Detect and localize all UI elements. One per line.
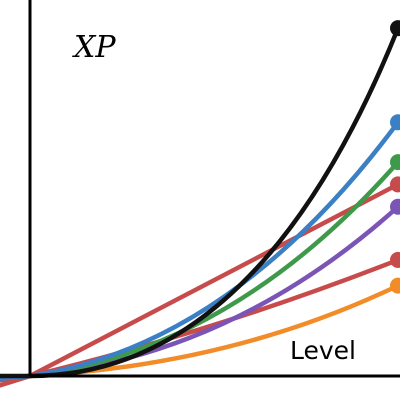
series-line-1 — [0, 25, 400, 379]
series-endpoint-6 — [390, 251, 400, 268]
x-axis-label: Level — [290, 336, 356, 365]
y-axis-label: XP — [72, 30, 116, 65]
axis-layer — [28, 0, 400, 378]
series-endpoint-4 — [390, 176, 400, 193]
series-line-2 — [0, 120, 400, 381]
series-endpoint-5 — [390, 198, 400, 215]
series-line-4 — [0, 182, 400, 388]
series-endpoint-2 — [390, 114, 400, 131]
series-layer — [0, 25, 400, 388]
series-endpoint-3 — [390, 154, 400, 171]
series-endpoint-1 — [390, 20, 400, 37]
point-layer — [390, 20, 400, 294]
series-endpoint-7 — [390, 277, 400, 294]
